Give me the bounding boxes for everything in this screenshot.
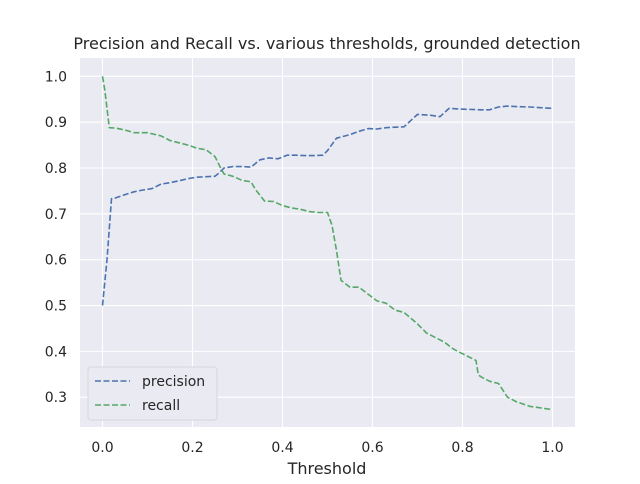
y-tick-label: 0.7 (45, 207, 67, 223)
series-line-precision (101, 105, 553, 306)
legend: precision recall (87, 366, 218, 421)
x-tick-label: 0.4 (271, 440, 293, 456)
x-tick-label: 0.8 (451, 440, 473, 456)
x-tick-label: 0.6 (361, 440, 383, 456)
series-layer (101, 76, 553, 411)
x-tick-label: 0.0 (91, 440, 113, 456)
legend-label-recall: recall (142, 398, 180, 414)
x-axis-label: Threshold (287, 459, 367, 478)
chart-title: Precision and Recall vs. various thresho… (73, 34, 580, 53)
y-tick-label: 0.6 (45, 253, 67, 269)
x-tick-label: 0.2 (181, 440, 203, 456)
legend-items: precision recall (95, 374, 205, 414)
plot-background (80, 58, 575, 427)
legend-frame (87, 366, 218, 421)
y-tick-label: 0.9 (45, 115, 67, 131)
x-tick-labels: 0.0 0.2 0.4 0.6 0.8 1.0 (91, 440, 563, 456)
y-tick-labels: 0.3 0.4 0.5 0.6 0.7 0.8 0.9 1.0 (45, 69, 67, 406)
y-tick-label: 0.3 (45, 390, 67, 406)
x-tick-label: 1.0 (541, 440, 563, 456)
y-tick-label: 0.5 (45, 299, 67, 315)
series-line-recall (101, 76, 553, 411)
y-tick-label: 1.0 (45, 69, 67, 85)
y-tick-label: 0.4 (45, 344, 67, 360)
legend-label-precision: precision (142, 374, 205, 390)
y-tick-label: 0.8 (45, 161, 67, 177)
